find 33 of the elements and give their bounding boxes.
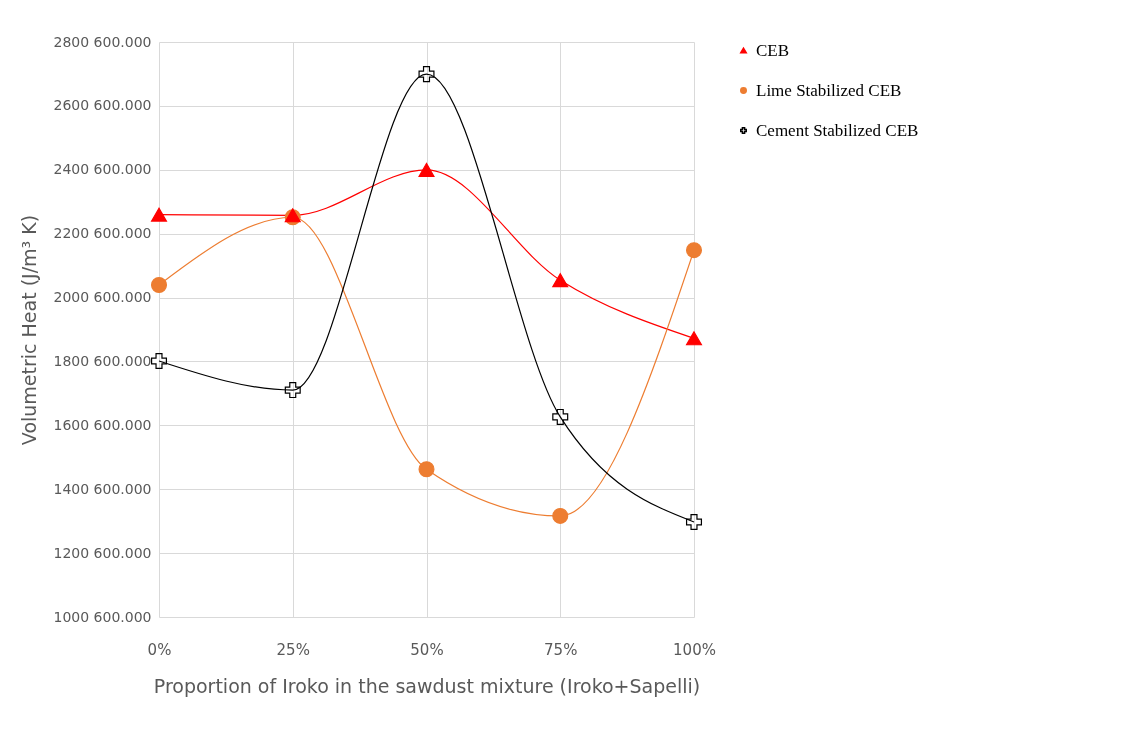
y-axis-title: Volumetric Heat (J/m³ K) xyxy=(17,214,40,446)
point xyxy=(685,242,703,259)
x-tick-label: 25% xyxy=(276,640,310,659)
point xyxy=(552,408,569,425)
point xyxy=(685,331,703,346)
point xyxy=(418,162,435,177)
y-tick-label: 2400 600.000 xyxy=(53,161,152,178)
x-axis-title: Proportion of Iroko in the sawdust mixture (Iroko+Sapelli) xyxy=(153,674,701,697)
point xyxy=(418,66,435,83)
point xyxy=(552,507,569,524)
y-tick-label: 1000 600.000 xyxy=(53,608,152,625)
y-tick-label: 1600 600.000 xyxy=(53,416,152,433)
y-tick-label: 2200 600.000 xyxy=(53,225,152,242)
legend-label: Cement Stabilized CEB xyxy=(756,120,919,140)
y-tick-label: 1200 600.000 xyxy=(53,544,152,561)
legend-label: CEB xyxy=(756,40,790,60)
point xyxy=(418,461,435,478)
y-tick-label: 1800 600.000 xyxy=(53,352,152,369)
x-tick-label: 100% xyxy=(673,640,716,659)
point xyxy=(150,207,168,222)
y-tick-label: 2600 600.000 xyxy=(53,97,152,114)
y-tick-label: 2800 600.000 xyxy=(53,33,152,50)
y-tick-label: 1400 600.000 xyxy=(53,480,152,497)
point xyxy=(685,513,703,531)
point xyxy=(552,273,569,288)
legend-label: Lime Stabilized CEB xyxy=(756,80,902,100)
x-tick-label: 0% xyxy=(147,640,172,659)
y-tick-label: 2000 600.000 xyxy=(53,289,152,306)
point xyxy=(150,352,168,370)
x-tick-label: 50% xyxy=(410,640,444,659)
point xyxy=(284,382,301,399)
x-tick-label: 75% xyxy=(544,640,578,659)
point xyxy=(150,276,168,293)
